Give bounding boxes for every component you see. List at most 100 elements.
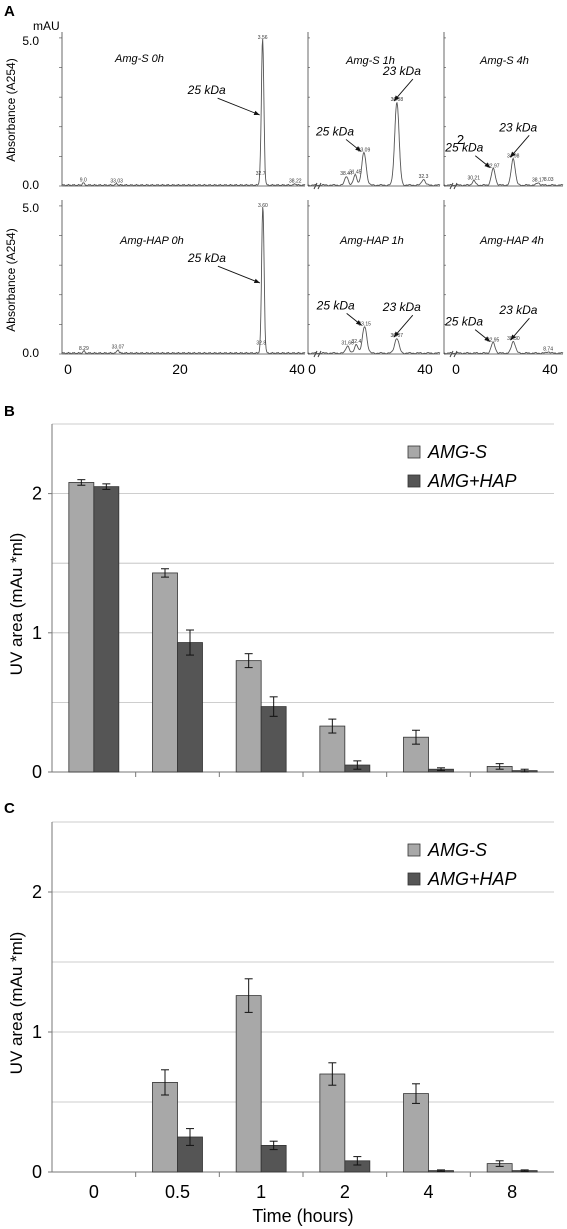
panel-a-xtick: 40 [417,361,433,377]
axis-break-mark [317,182,322,190]
axis-break-mark [317,350,322,358]
peak-annotation-label: 25 kDa [316,298,355,312]
arrow-head [355,320,362,326]
chromatogram-trace [308,101,441,187]
retention-time-label: 38.30 [507,336,520,342]
chromatogram-title: Amg-HAP 0h [119,235,184,247]
chromatogram-title: Amg-S 4h [479,55,529,67]
bar [403,1093,429,1173]
retention-time-label: 38.47 [340,171,353,177]
arrow-head [355,146,361,152]
peak-annotation-label: 25 kDa [444,141,483,155]
retention-time-label: 32.7 [256,171,266,177]
axis-break-mark [449,182,454,190]
bar [235,660,262,773]
panel-a-xtick: 20 [172,361,188,377]
panel-a-stray-label: 2 [457,132,464,147]
peak-annotation-arrow [217,265,261,284]
panel-a-ytick-top-1: 5.0 [22,34,39,48]
chromatogram-trace [444,158,564,187]
y-tick-label: 0 [32,762,42,782]
legend-swatch [407,872,421,886]
peak-annotation-label: 25 kDa [444,315,483,329]
retention-time-label: 33.15 [358,321,371,327]
arrow-head [510,151,516,158]
bar [177,642,203,773]
x-tick-label: 2 [340,1182,350,1202]
retention-time-label: 32.8 [256,341,266,347]
panel-a-xtick: 0 [64,361,72,377]
legend-label: AMG+HAP [427,471,517,491]
bar [235,995,262,1173]
legend-swatch [407,445,421,459]
y-tick-label: 0 [32,1162,42,1182]
chromatogram-title: Amg-HAP 4h [479,235,544,247]
panel-c-label: C [4,800,15,817]
axis-break-mark [313,350,318,358]
y-axis-label: UV area (mAu *ml) [7,533,26,676]
peak-annotation-label: 23 kDa [382,64,421,78]
retention-time-label: 36.07 [391,333,404,339]
retention-time-label: 8.03 [544,177,554,183]
chromatogram-trace [61,206,306,355]
chromatogram-title: Amg-S 0h [114,53,164,65]
retention-time-label: 32.3 [419,174,429,180]
panel-a-ylabel-1: Absorbance (A254) [4,58,18,161]
panel-a-xtick: 40 [289,361,305,377]
panel-a-chromatograms: 3.56 9.0 33.03 32.7 38.22 Amg-S 0h 25 kDa 33.09… [59,32,564,358]
retention-time-label: 8.29 [79,346,89,352]
peak-annotation-label: 25 kDa [315,124,354,138]
y-tick-label: 1 [32,623,42,643]
axis-break-mark [313,182,318,190]
retention-time-label: 30.21 [467,176,480,182]
legend-swatch [407,474,421,488]
x-tick-label: 0.5 [165,1182,190,1202]
panel-a-xtick: 40 [542,361,558,377]
retention-time-label: 32.97 [487,164,500,170]
retention-time-label: 9.0 [80,178,87,184]
peak-annotation-label: 25 kDa [187,251,226,265]
panel-a-ylabel-2: Absorbance (A254) [4,228,18,331]
retention-time-label: 3.60 [258,203,268,209]
panel-c-bar-chart: 0 1 2 UV area (mAu *ml) 0 0.5 1 2 4 8 Time (hours)… [7,821,554,1226]
retention-time-label: 33.09 [358,147,371,153]
x-tick-label: 1 [256,1182,266,1202]
arrow-head [253,278,260,284]
peak-annotation-label: 25 kDa [187,83,226,97]
panel-b-bar-chart: 0 1 2 UV area (mAu *ml) AMG-S AMG+HAP [7,423,554,782]
bar [68,482,95,773]
x-tick-label: 4 [423,1182,433,1202]
retention-time-label: 8.74 [543,347,553,353]
peak-annotation-arrow [217,97,260,116]
retention-time-label: 33.03 [110,179,123,185]
bar [260,706,287,773]
panel-a-label: A [4,3,15,20]
chromatogram-title: Amg-S 1h [345,55,395,67]
x-axis-label: Time (hours) [252,1206,353,1226]
bar [152,1082,178,1173]
y-tick-label: 2 [32,882,42,902]
retention-time-label: 34.98 [507,153,520,159]
x-tick-label: 8 [507,1182,517,1202]
retention-time-label: 32.95 [487,338,500,344]
bar [319,725,346,773]
retention-time-label: 31.66 [341,341,354,347]
panel-a-ytick-top-2: 5.0 [22,201,39,215]
legend-label: AMG-S [427,442,487,462]
arrow-head [510,334,516,341]
retention-time-label: 36.08 [391,97,404,103]
legend-swatch [407,843,421,857]
panel-a-xtick: 0 [452,361,460,377]
bar [152,572,178,773]
peak-annotation-label: 23 kDa [498,120,537,134]
panel-a-ytick-bottom-1: 0.0 [22,178,39,192]
arrow-head [484,162,491,168]
y-tick-label: 2 [32,484,42,504]
legend-label: AMG+HAP [427,869,517,889]
panel-a-xtick: 0 [308,361,316,377]
y-axis-label: UV area (mAu *ml) [7,932,26,1075]
peak-annotation-label: 23 kDa [382,300,421,314]
panel-b-label: B [4,403,15,420]
y-tick-label: 1 [32,1022,42,1042]
